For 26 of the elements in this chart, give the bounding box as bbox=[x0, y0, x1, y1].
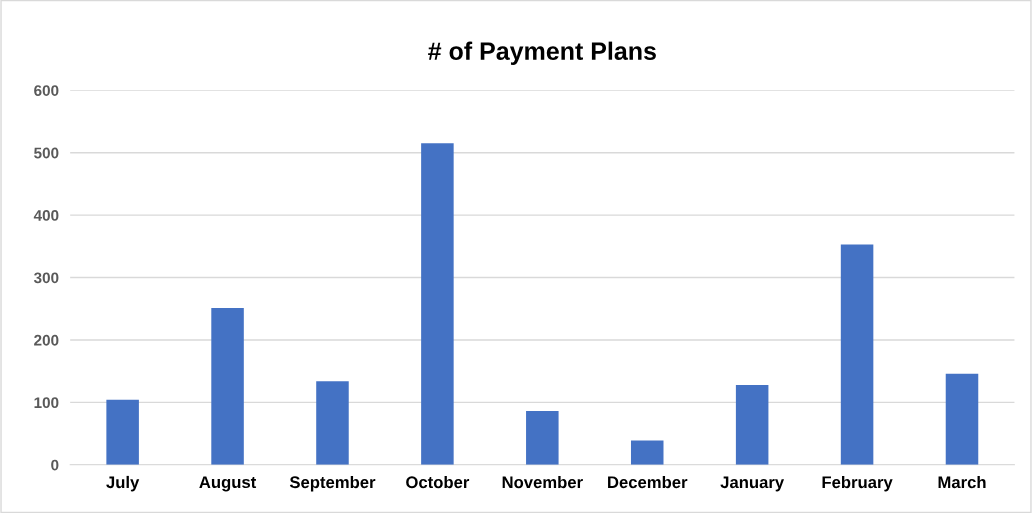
bar bbox=[945, 373, 979, 465]
x-tick-label: August bbox=[199, 476, 257, 492]
bar bbox=[840, 244, 874, 465]
bar bbox=[211, 308, 244, 465]
x-tick-label: December bbox=[608, 475, 688, 489]
y-tick-label: 200 bbox=[34, 334, 59, 346]
x-tick-label: November bbox=[502, 475, 583, 489]
x-tick-label: July bbox=[106, 475, 140, 492]
chart-title: # of Payment Plans bbox=[428, 41, 656, 65]
y-tick-label: 100 bbox=[34, 397, 59, 409]
y-tick-label: 600 bbox=[34, 85, 59, 96]
y-tick-label: 400 bbox=[33, 209, 59, 221]
bar bbox=[735, 384, 769, 465]
x-tick-label: March bbox=[938, 475, 986, 489]
y-tick-label: 500 bbox=[34, 147, 59, 159]
y-tick-label: 0 bbox=[51, 459, 59, 471]
x-tick-label: January bbox=[720, 476, 785, 492]
bar bbox=[106, 399, 139, 465]
x-tick-label: September bbox=[289, 475, 376, 492]
x-tick-label: October bbox=[406, 475, 470, 489]
bar bbox=[421, 143, 454, 465]
x-tick-label: February bbox=[822, 475, 893, 492]
bar bbox=[526, 411, 559, 465]
y-tick-label: 300 bbox=[33, 272, 59, 284]
bar bbox=[316, 381, 349, 465]
bar bbox=[630, 440, 664, 465]
